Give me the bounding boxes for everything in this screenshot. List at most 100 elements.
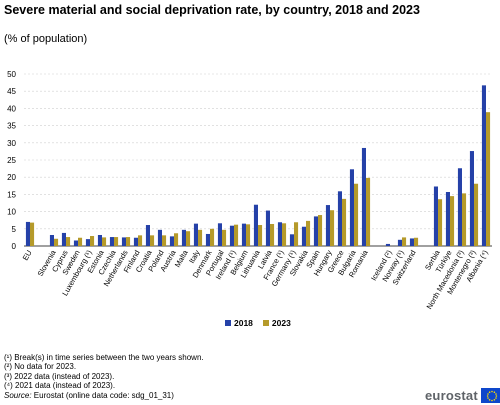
bar-2018 xyxy=(109,237,114,246)
bar-2023 xyxy=(102,237,107,246)
bar-2023 xyxy=(162,235,167,246)
y-tick-label: 40 xyxy=(7,104,16,113)
bar-2018 xyxy=(337,191,342,246)
y-tick-label: 30 xyxy=(7,139,16,148)
source-label: Source: xyxy=(4,391,32,400)
eu-flag-icon xyxy=(480,388,500,403)
bar-2023 xyxy=(450,196,455,246)
source-line: Source: Eurostat (online data code: sdg_… xyxy=(4,391,174,400)
bar-2018 xyxy=(301,226,306,246)
eurostat-logo: eurostat xyxy=(425,388,500,403)
bar-2023 xyxy=(222,229,227,246)
footnote-2: (²) No data for 2023. xyxy=(4,362,77,372)
bar-2023 xyxy=(402,237,407,246)
bar-2018 xyxy=(205,233,210,246)
bar-2018 xyxy=(121,237,126,246)
bar-2023 xyxy=(234,224,239,246)
bar-2018 xyxy=(73,240,78,246)
legend: 2018 2023 xyxy=(225,318,291,328)
bar-2023 xyxy=(414,237,419,246)
bar-2023 xyxy=(210,228,215,246)
footnotes: (¹) Break(s) in time series between the … xyxy=(4,353,204,391)
bar-2018 xyxy=(277,222,282,246)
legend-label-2023: 2023 xyxy=(271,318,291,328)
bar-2018 xyxy=(97,234,102,246)
footnote-3: (³) 2022 data (instead of 2023). xyxy=(4,371,115,381)
footnote-1: (¹) Break(s) in time series between the … xyxy=(4,353,204,362)
y-tick-label: 10 xyxy=(7,208,16,217)
bar-2023 xyxy=(306,220,311,246)
bar-2018 xyxy=(193,223,198,246)
bar-2018 xyxy=(49,234,54,246)
legend-label-2018: 2018 xyxy=(234,318,253,328)
bar-2018 xyxy=(361,147,366,246)
bar-2018 xyxy=(457,168,462,246)
bar-2023 xyxy=(114,237,119,246)
bar-2023 xyxy=(486,112,491,247)
bar-2018 xyxy=(217,223,222,246)
bar-2018 xyxy=(445,191,450,246)
bar-2018 xyxy=(145,225,150,246)
bar-2018 xyxy=(265,210,270,246)
legend-swatch-2018 xyxy=(225,320,231,326)
bar-2018 xyxy=(313,216,318,246)
bar-2023 xyxy=(66,237,71,246)
bar-2018 xyxy=(325,205,330,246)
y-tick-label: 0 xyxy=(12,242,17,251)
y-tick-label: 45 xyxy=(7,87,16,96)
bar-2023 xyxy=(438,199,443,246)
bar-2023 xyxy=(474,183,479,246)
bar-2023 xyxy=(246,224,251,246)
bar-2023 xyxy=(90,236,95,246)
bar-2018 xyxy=(169,236,174,246)
bar-2018 xyxy=(289,234,294,246)
bar-2018 xyxy=(85,239,90,246)
legend-item-2023: 2023 xyxy=(262,318,291,328)
bar-2023 xyxy=(366,177,371,246)
y-tick-label: 35 xyxy=(7,122,16,131)
bar-2018 xyxy=(397,239,402,246)
bar-2023 xyxy=(186,231,191,246)
y-tick-label: 25 xyxy=(7,156,16,165)
bar-2023 xyxy=(198,229,203,246)
logo-text: eurostat xyxy=(425,388,478,403)
bar-2018 xyxy=(181,229,186,246)
bar-2018 xyxy=(469,151,474,246)
bar-2023 xyxy=(282,223,287,246)
bar-2023 xyxy=(174,233,179,246)
bar-2023 xyxy=(150,235,155,246)
bar-2023 xyxy=(54,238,59,246)
bar-2018 xyxy=(385,243,390,246)
bar-2023 xyxy=(330,210,335,246)
bar-2018 xyxy=(409,238,414,246)
bar-2018 xyxy=(61,232,66,246)
source-text: Eurostat (online data code: sdg_01_31) xyxy=(31,391,174,400)
y-tick-label: 5 xyxy=(12,225,17,234)
bar-2018 xyxy=(241,223,246,246)
bar-2023 xyxy=(138,235,143,246)
y-tick-label: 50 xyxy=(7,70,16,79)
bar-2018 xyxy=(25,221,30,246)
chart-subtitle: (% of population) xyxy=(4,33,88,45)
legend-item-2018: 2018 xyxy=(225,318,253,328)
bar-2023 xyxy=(342,198,347,246)
bar-2018 xyxy=(253,204,258,246)
bar-2018 xyxy=(481,85,486,247)
bar-2023 xyxy=(462,193,467,246)
legend-swatch-2023 xyxy=(262,320,269,326)
y-tick-label: 20 xyxy=(7,173,16,182)
bar-2023 xyxy=(354,183,359,246)
x-tick-label: EU xyxy=(21,249,34,263)
bar-2018 xyxy=(349,169,354,246)
bar-2018 xyxy=(229,225,234,246)
bar-2018 xyxy=(157,229,162,246)
bar-2018 xyxy=(433,186,438,246)
bar-2023 xyxy=(78,237,83,246)
footnote-4: (⁴) 2021 data (instead of 2023). xyxy=(4,381,116,391)
bar-2018 xyxy=(133,237,138,246)
bar-2023 xyxy=(258,225,263,246)
bar-2023 xyxy=(294,222,299,246)
chart-title: Severe material and social deprivation r… xyxy=(4,3,420,17)
bar-2023 xyxy=(30,222,35,246)
